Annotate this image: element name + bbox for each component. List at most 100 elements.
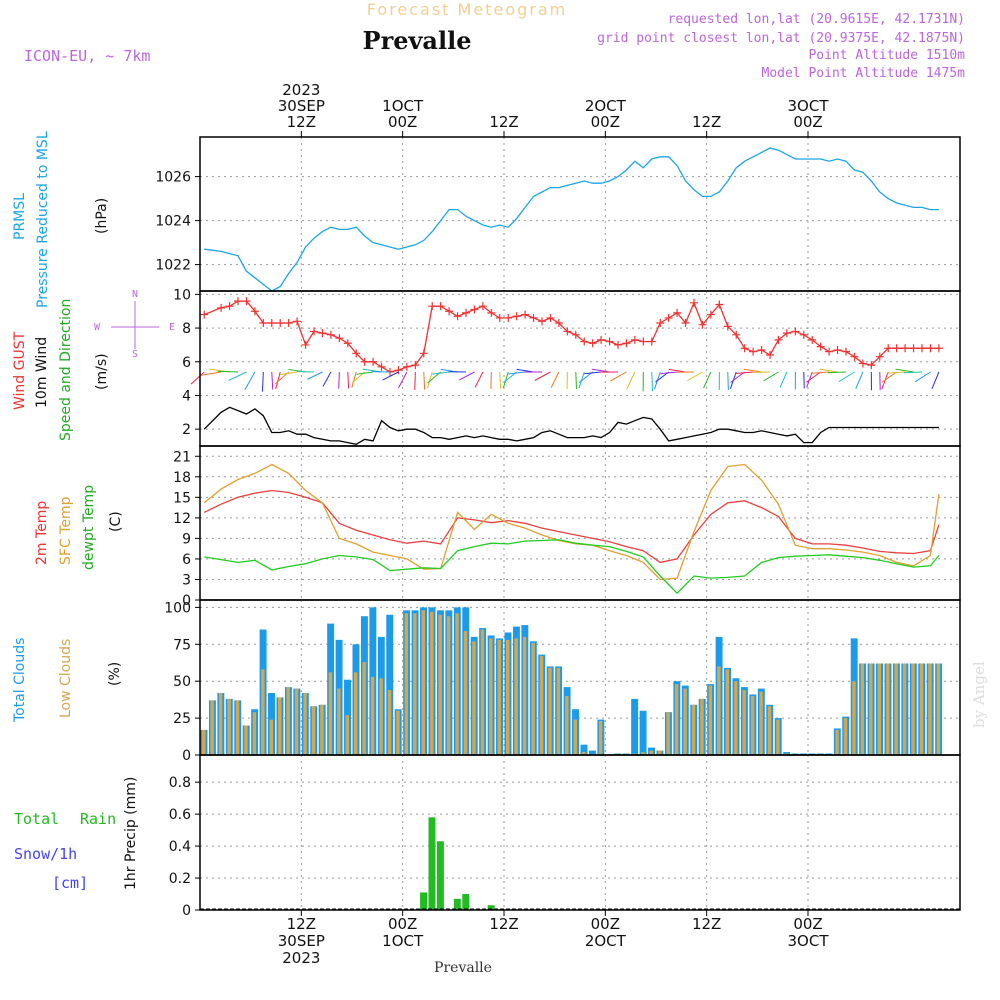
total-cloud-bar (631, 698, 639, 755)
panel-4: 0 0.2 0.4 0.6 0.8 (169, 754, 961, 919)
top-time-label: 2OCT (585, 97, 627, 115)
gust-marker (875, 352, 884, 361)
bottom-time-label: 1OCT (382, 932, 424, 950)
wind-direction-arrow (735, 371, 754, 374)
low-cloud-bar (843, 718, 848, 755)
pressure-unit-label: (hPa) (94, 198, 110, 234)
gust-marker (234, 297, 242, 306)
wind-direction-arrow (626, 371, 636, 390)
panel-frame (199, 754, 961, 911)
y-tick-label: 4 (182, 388, 191, 404)
wind-direction-arrow (550, 371, 560, 388)
gust-marker (791, 327, 800, 336)
low-cloud-bar (556, 667, 561, 755)
gust-marker (360, 357, 369, 366)
y-tick-label: 0 (182, 748, 191, 764)
gust-marker (588, 339, 597, 348)
gust-marker (276, 319, 285, 328)
gust-marker (715, 300, 724, 309)
gust-marker (504, 313, 513, 322)
low-cloud-bar (446, 616, 451, 755)
low-cloud-bar (691, 704, 696, 755)
wind-direction-arrow (660, 371, 678, 375)
gust-marker (698, 320, 707, 329)
point-altitude: Point Altitude 1510m (808, 48, 965, 63)
low-cloud-bar (852, 681, 856, 755)
wind-direction-arrow (459, 371, 475, 381)
wind-direction-arrow (228, 371, 247, 381)
wind-direction-arrow (668, 368, 686, 373)
panel-2: 0 3 6 9 12 15 18 21 (173, 445, 961, 609)
gust-marker (242, 297, 251, 306)
gust-marker (918, 344, 926, 353)
low-cloud-bar (776, 719, 780, 755)
compass-w: W (94, 322, 101, 333)
panel-frame (199, 136, 961, 292)
low-cloud-bar (387, 690, 392, 755)
gust-marker (284, 319, 293, 328)
low-cloud-bar (666, 712, 670, 755)
gust-marker (200, 310, 209, 319)
gust-marker (647, 337, 656, 346)
gust-marker (858, 359, 867, 368)
gust-marker (419, 349, 428, 358)
gust-marker (259, 319, 268, 328)
low-cloud-bar (438, 614, 442, 755)
wind-direction-arrow (508, 371, 526, 375)
y-tick-label: 21 (173, 449, 191, 465)
low-cloud-bar (708, 685, 713, 755)
gust-marker (782, 329, 791, 338)
y-tick-label: 50 (173, 674, 191, 690)
gust-marker (478, 302, 487, 311)
bottom-time-label: 12Z (489, 915, 518, 933)
top-time-label: 2023 (282, 81, 320, 99)
snow-label: Snow/1h (14, 845, 77, 863)
low-cloud-bar (210, 700, 214, 755)
wind-direction-arrow (307, 371, 323, 380)
total-clouds-label: Total Clouds (12, 638, 28, 723)
wind-direction-arrow (763, 371, 779, 382)
low-cloud-bar (674, 684, 679, 755)
gust-marker (749, 347, 758, 356)
low-cloud-bar (860, 663, 865, 755)
gust-marker (326, 330, 335, 339)
top-time-label: 12Z (692, 113, 721, 131)
gust-marker (706, 310, 715, 319)
model-name: ICON-EU, ~ 7km (24, 47, 150, 65)
rain-label: Rain (80, 810, 116, 828)
y-tick-label: 8 (182, 321, 191, 337)
low-cloud-bar (303, 693, 307, 755)
gust-marker (605, 337, 614, 346)
gust-marker (766, 351, 774, 360)
y-tick-label: 0.6 (169, 807, 191, 823)
wind-direction-arrow (578, 371, 593, 384)
gust-marker (901, 344, 910, 353)
gust-marker (428, 302, 437, 311)
wind-direction-arrow (275, 371, 281, 390)
low-cloud-bar (548, 667, 552, 755)
wind-direction-arrow (426, 371, 433, 389)
wind-direction-arrow (895, 368, 914, 373)
wind-direction-arrow (414, 371, 416, 391)
wind-direction-arrow (499, 371, 502, 389)
gust-marker (850, 352, 859, 361)
credit-watermark: by Angel (970, 661, 988, 728)
gust-marker (394, 366, 403, 375)
low-cloud-bar (354, 672, 358, 755)
low-cloud-bar (641, 752, 645, 755)
low-cloud-bar (227, 698, 231, 755)
low-cloud-bar (269, 719, 273, 755)
low-cloud-bar (472, 641, 476, 755)
wind-unit-label: (m/s) (94, 353, 110, 390)
gust-marker (825, 347, 834, 356)
low-cloud-bar (658, 750, 662, 755)
wind-direction-arrow (382, 371, 399, 381)
low-cloud-bar (869, 663, 873, 755)
gridpoint-coords: grid point closest lon,lat (20.9375E, 42… (597, 31, 965, 46)
gust-marker (250, 307, 259, 316)
low-cloud-bar (565, 695, 569, 755)
gust-marker (892, 344, 901, 353)
pressure-reduced-label: Pressure Reduced to MSL (35, 131, 51, 308)
wind-direction-arrow (584, 371, 602, 375)
